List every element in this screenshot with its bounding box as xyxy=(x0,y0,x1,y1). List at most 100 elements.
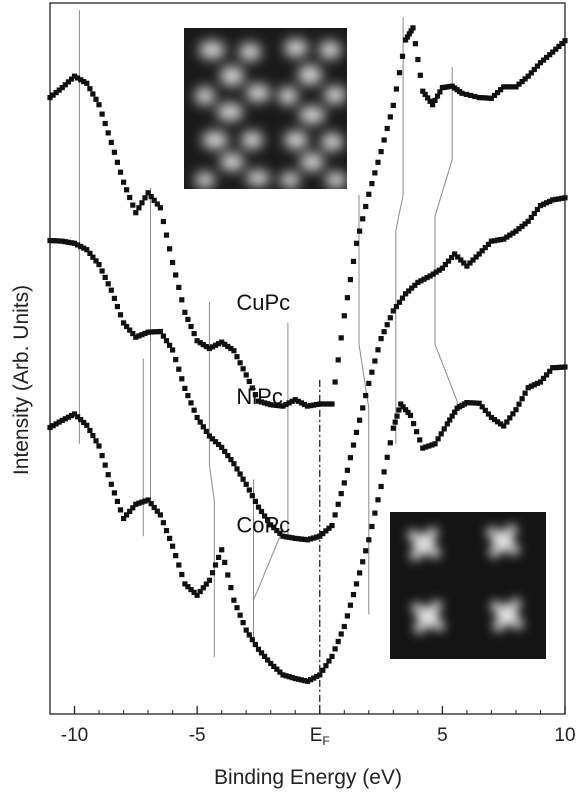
x-tick-label: -10 xyxy=(61,725,88,746)
data-point xyxy=(96,102,102,108)
data-point xyxy=(320,667,326,673)
data-point xyxy=(384,322,390,328)
data-point xyxy=(194,414,200,421)
data-point xyxy=(360,559,366,565)
data-point xyxy=(488,95,494,101)
data-point xyxy=(200,585,206,591)
data-point xyxy=(495,419,501,425)
data-point xyxy=(191,407,197,413)
data-point xyxy=(252,498,258,504)
data-point xyxy=(151,197,157,203)
data-point xyxy=(90,433,96,439)
data-point xyxy=(71,73,78,79)
data-point xyxy=(408,28,414,34)
data-point xyxy=(531,382,537,388)
data-point xyxy=(540,57,547,63)
data-point xyxy=(59,238,65,244)
data-point xyxy=(179,571,185,578)
data-point xyxy=(375,347,381,353)
data-point xyxy=(167,246,173,252)
guide-line xyxy=(434,67,458,416)
data-point xyxy=(298,677,304,683)
data-point xyxy=(206,345,212,352)
data-point xyxy=(513,84,519,90)
data-point xyxy=(544,54,550,60)
data-point xyxy=(441,426,447,432)
data-point xyxy=(50,92,56,98)
data-point xyxy=(420,445,426,451)
data-point xyxy=(157,512,163,518)
data-point xyxy=(200,342,206,348)
x-axis-ticks: -10 -5 EF 5 10 xyxy=(49,706,576,748)
data-point xyxy=(78,417,84,423)
data-point xyxy=(148,194,154,200)
data-point xyxy=(139,200,145,206)
stm-image-bottom xyxy=(390,512,546,659)
data-point xyxy=(277,403,283,409)
data-point xyxy=(145,190,151,196)
data-point xyxy=(369,523,375,530)
data-point xyxy=(268,522,274,528)
data-point xyxy=(188,587,194,593)
data-point xyxy=(449,413,455,419)
data-point xyxy=(65,239,71,245)
data-point xyxy=(295,676,301,682)
data-point xyxy=(360,405,366,411)
data-point xyxy=(369,181,375,187)
data-point xyxy=(243,372,249,378)
data-point xyxy=(482,245,488,251)
guide-line xyxy=(395,17,404,444)
data-point xyxy=(417,437,423,443)
data-point xyxy=(516,81,522,87)
data-point xyxy=(525,385,531,391)
data-point xyxy=(479,404,485,410)
data-point xyxy=(390,102,396,108)
data-point xyxy=(246,487,252,493)
data-point xyxy=(197,419,203,425)
data-point xyxy=(240,366,246,372)
data-point xyxy=(326,525,332,531)
data-point xyxy=(384,125,390,132)
data-point xyxy=(378,149,384,155)
data-point xyxy=(62,82,68,88)
data-point xyxy=(519,396,525,402)
data-point xyxy=(350,592,357,598)
data-point xyxy=(237,471,243,477)
data-point xyxy=(237,360,243,366)
data-point xyxy=(562,195,568,201)
data-point xyxy=(59,417,65,423)
data-point xyxy=(105,130,111,136)
data-point xyxy=(234,354,240,360)
data-point xyxy=(468,92,474,98)
data-point xyxy=(540,201,547,207)
data-point xyxy=(415,56,421,63)
data-point xyxy=(47,424,53,431)
data-point xyxy=(341,313,347,319)
data-point xyxy=(372,358,378,364)
data-point xyxy=(406,288,412,294)
data-point xyxy=(308,677,314,683)
data-point xyxy=(400,404,406,410)
data-point xyxy=(458,257,464,263)
data-point xyxy=(280,672,286,678)
data-point xyxy=(525,73,531,79)
data-point xyxy=(504,234,510,240)
data-point xyxy=(182,581,188,587)
data-point xyxy=(231,348,237,354)
data-point xyxy=(114,159,120,165)
data-point xyxy=(390,308,396,314)
data-point xyxy=(394,413,400,419)
data-point xyxy=(467,400,473,406)
data-point xyxy=(415,279,421,285)
data-point xyxy=(504,84,510,90)
data-point xyxy=(206,433,212,439)
data-point xyxy=(154,329,160,335)
data-point xyxy=(335,501,341,507)
data-point xyxy=(439,265,445,271)
data-point xyxy=(556,364,562,370)
data-point xyxy=(209,344,216,350)
x-tick-label: 5 xyxy=(437,725,448,746)
data-point xyxy=(363,203,369,210)
data-point xyxy=(393,86,399,92)
data-point xyxy=(188,323,194,330)
